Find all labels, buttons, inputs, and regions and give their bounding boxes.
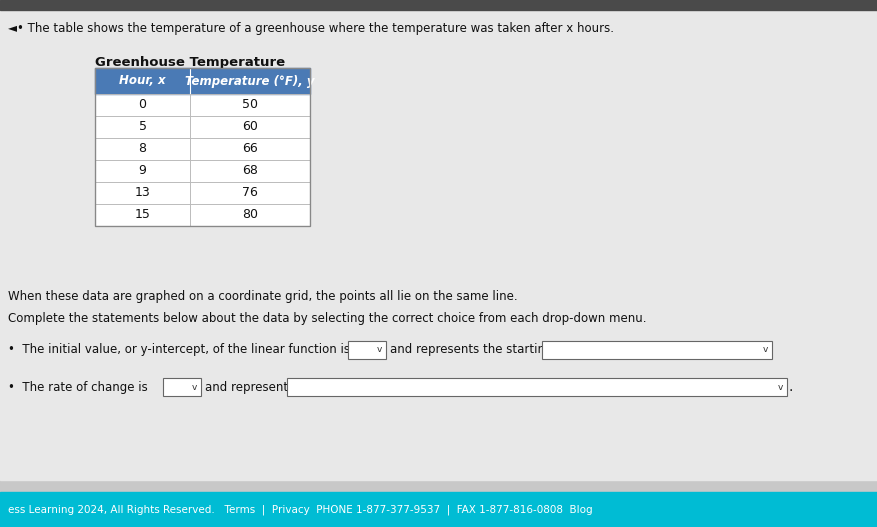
Text: 5: 5: [139, 121, 146, 133]
Text: Hour, x: Hour, x: [119, 74, 166, 87]
Text: 13: 13: [135, 187, 150, 200]
Text: Greenhouse Temperature: Greenhouse Temperature: [95, 56, 285, 69]
Text: v: v: [376, 346, 381, 355]
Text: ess Learning 2024, All Rights Reserved.   Terms  |  Privacy  PHONE 1-877-377-953: ess Learning 2024, All Rights Reserved. …: [8, 504, 593, 515]
Text: v: v: [191, 383, 196, 392]
Bar: [95, 68, 310, 226]
Text: 9: 9: [139, 164, 146, 178]
Text: Temperature (°F), y: Temperature (°F), y: [185, 74, 315, 87]
Bar: [163, 378, 201, 396]
Bar: [0, 492, 877, 527]
Bar: [287, 378, 787, 396]
Text: 76: 76: [242, 187, 258, 200]
Bar: [95, 68, 310, 226]
Bar: [95, 68, 310, 94]
Text: 0: 0: [139, 99, 146, 112]
Bar: [348, 341, 386, 359]
Text: 8: 8: [139, 142, 146, 155]
Bar: [542, 341, 772, 359]
Text: 15: 15: [134, 209, 151, 221]
Text: 60: 60: [242, 121, 258, 133]
Bar: [0, 8, 877, 480]
Bar: [0, 0, 877, 10]
Text: 68: 68: [242, 164, 258, 178]
Text: v: v: [762, 346, 767, 355]
Text: •  The initial value, or y-intercept, of the linear function is: • The initial value, or y-intercept, of …: [8, 344, 350, 356]
Text: v: v: [777, 383, 782, 392]
Text: •  The rate of change is: • The rate of change is: [8, 380, 147, 394]
Text: .: .: [789, 380, 794, 394]
Text: ◄• The table shows the temperature of a greenhouse where the temperature was tak: ◄• The table shows the temperature of a …: [8, 22, 614, 35]
Text: 66: 66: [242, 142, 258, 155]
Text: 50: 50: [242, 99, 258, 112]
Text: and represents: and represents: [205, 380, 295, 394]
Text: and represents the starting: and represents the starting: [390, 344, 553, 356]
Text: 80: 80: [242, 209, 258, 221]
Text: Complete the statements below about the data by selecting the correct choice fro: Complete the statements below about the …: [8, 312, 646, 325]
Text: When these data are graphed on a coordinate grid, the points all lie on the same: When these data are graphed on a coordin…: [8, 290, 517, 303]
